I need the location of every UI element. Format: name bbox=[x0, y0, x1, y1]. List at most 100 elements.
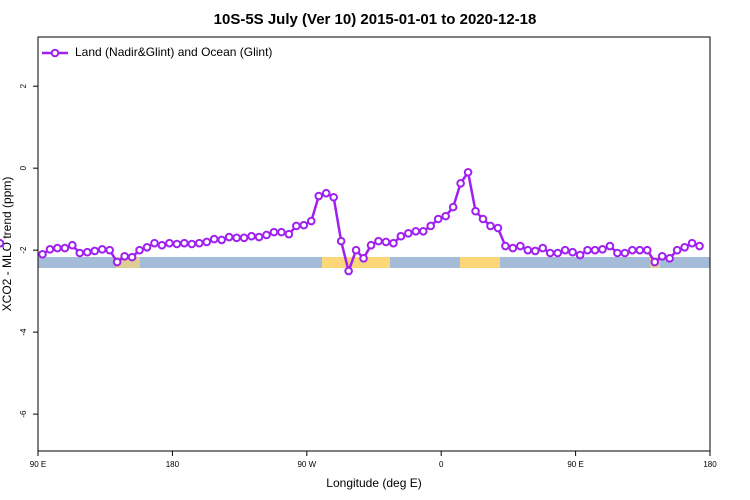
data-point bbox=[292, 221, 301, 231]
data-point bbox=[620, 248, 630, 258]
data-point bbox=[680, 242, 689, 252]
x-tick-label: 90 E bbox=[567, 460, 583, 469]
land-band bbox=[460, 257, 500, 268]
data-point bbox=[657, 251, 667, 261]
data-point bbox=[381, 237, 391, 247]
data-point bbox=[97, 245, 107, 254]
data-point bbox=[523, 245, 533, 255]
legend-marker bbox=[50, 48, 60, 58]
data-point bbox=[433, 214, 443, 224]
data-point bbox=[90, 246, 100, 256]
data-point bbox=[590, 245, 600, 255]
x-tick-label: 180 bbox=[703, 460, 717, 469]
data-point bbox=[396, 231, 406, 241]
data-point bbox=[112, 257, 122, 267]
data-point bbox=[389, 238, 398, 248]
data-point bbox=[538, 243, 548, 253]
data-point bbox=[635, 245, 645, 255]
data-point bbox=[187, 239, 197, 249]
data-point bbox=[172, 239, 182, 249]
data-point bbox=[456, 179, 465, 188]
data-point bbox=[530, 246, 540, 256]
data-point bbox=[45, 245, 55, 254]
plot-frame bbox=[37, 36, 711, 452]
data-point bbox=[568, 247, 577, 257]
data-point bbox=[60, 243, 70, 253]
data-point bbox=[665, 254, 674, 263]
data-point bbox=[486, 221, 495, 231]
data-point bbox=[75, 248, 85, 258]
data-point bbox=[448, 202, 458, 212]
data-point bbox=[642, 245, 652, 255]
data-point bbox=[262, 230, 271, 240]
data-point bbox=[68, 240, 77, 250]
data-point bbox=[82, 247, 92, 257]
y-tick-label: -4 bbox=[19, 328, 28, 336]
data-point bbox=[53, 243, 62, 253]
x-axis-label: Longitude (deg E) bbox=[326, 476, 421, 490]
data-point bbox=[224, 232, 234, 242]
data-point bbox=[650, 257, 660, 267]
data-point bbox=[336, 236, 346, 246]
data-point bbox=[672, 245, 682, 255]
data-point bbox=[418, 226, 428, 236]
data-point bbox=[366, 240, 376, 250]
data-point bbox=[508, 243, 518, 253]
data-point bbox=[217, 235, 226, 245]
data-point bbox=[0, 238, 5, 248]
data-point bbox=[180, 238, 189, 248]
y-tick-label: -6 bbox=[19, 410, 28, 418]
data-point bbox=[553, 248, 562, 258]
data-point bbox=[105, 245, 114, 255]
data-point bbox=[411, 226, 421, 236]
data-point bbox=[516, 241, 525, 251]
data-point bbox=[284, 229, 294, 239]
data-point bbox=[598, 245, 607, 254]
data-point bbox=[120, 251, 129, 261]
data-point bbox=[426, 221, 436, 231]
data-point bbox=[202, 237, 212, 247]
x-tick-label: 90 E bbox=[30, 460, 46, 469]
data-point bbox=[165, 238, 174, 248]
data-point bbox=[583, 245, 592, 255]
y-tick-label: 0 bbox=[19, 165, 28, 170]
data-point bbox=[613, 248, 622, 258]
data-point bbox=[463, 167, 473, 177]
data-point bbox=[306, 216, 316, 226]
data-point bbox=[194, 238, 204, 248]
data-point bbox=[329, 192, 338, 202]
data-point bbox=[239, 233, 249, 243]
data-point bbox=[344, 266, 353, 276]
data-point bbox=[560, 245, 570, 255]
data-point bbox=[575, 250, 585, 260]
x-tick-label: 90 W bbox=[297, 460, 316, 469]
data-point bbox=[277, 227, 286, 237]
data-point bbox=[628, 245, 637, 255]
data-point bbox=[404, 229, 413, 238]
y-tick-label: 2 bbox=[19, 83, 28, 88]
y-axis-label: XCO2 - MLO trend (ppm) bbox=[0, 177, 14, 312]
map-strip bbox=[38, 257, 710, 268]
data-point bbox=[157, 240, 167, 250]
data-point bbox=[247, 231, 256, 241]
data-point bbox=[209, 234, 219, 244]
data-point bbox=[135, 245, 144, 255]
data-point bbox=[501, 241, 510, 251]
data-point bbox=[314, 191, 324, 201]
x-tick-label: 180 bbox=[166, 460, 180, 469]
data-point bbox=[254, 232, 264, 242]
x-tick-label: 0 bbox=[439, 460, 444, 469]
data-point bbox=[127, 252, 137, 262]
data-point bbox=[321, 188, 331, 198]
data-line bbox=[41, 169, 700, 276]
data-point bbox=[232, 233, 241, 243]
data-point bbox=[478, 214, 488, 224]
data-point bbox=[38, 249, 47, 259]
data-point bbox=[605, 241, 615, 251]
data-point bbox=[441, 211, 450, 221]
data-point bbox=[142, 242, 152, 252]
y-tick-label: -2 bbox=[19, 246, 28, 254]
data-point bbox=[545, 248, 555, 258]
data-point bbox=[150, 238, 159, 248]
